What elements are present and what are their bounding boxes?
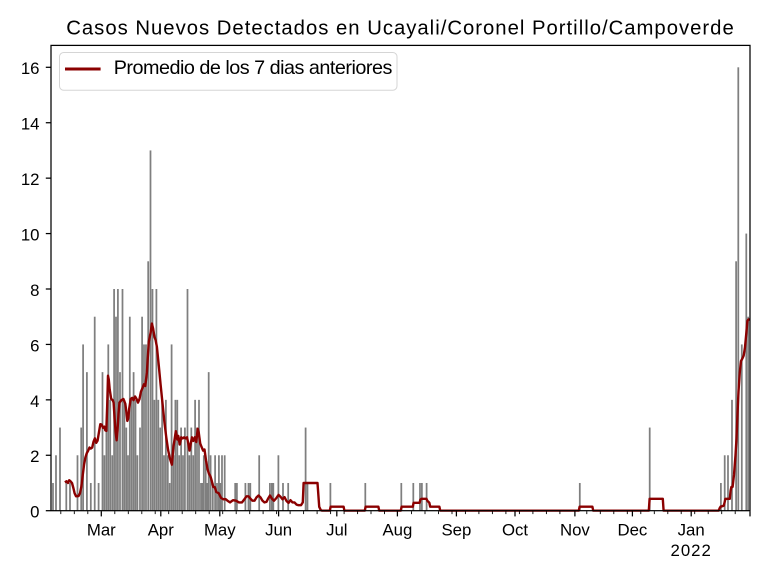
svg-text:Oct: Oct bbox=[502, 520, 528, 539]
svg-text:12: 12 bbox=[21, 170, 40, 189]
svg-text:Jul: Jul bbox=[326, 520, 347, 539]
svg-text:16: 16 bbox=[21, 59, 40, 78]
svg-text:Jan: Jan bbox=[678, 520, 705, 539]
svg-text:Jun: Jun bbox=[265, 520, 292, 539]
svg-text:Aug: Aug bbox=[382, 520, 412, 539]
svg-text:Nov: Nov bbox=[560, 520, 590, 539]
svg-text:4: 4 bbox=[30, 392, 39, 411]
svg-text:14: 14 bbox=[21, 115, 40, 134]
svg-text:6: 6 bbox=[30, 336, 39, 355]
svg-text:Mar: Mar bbox=[87, 520, 116, 539]
svg-text:8: 8 bbox=[30, 281, 39, 300]
svg-text:Sep: Sep bbox=[441, 520, 471, 539]
svg-text:May: May bbox=[204, 520, 236, 539]
svg-text:0: 0 bbox=[30, 503, 39, 522]
svg-text:2022: 2022 bbox=[671, 541, 712, 560]
svg-text:Casos Nuevos Detectados en Uca: Casos Nuevos Detectados en Ucayali/Coron… bbox=[66, 18, 734, 40]
svg-text:Dec: Dec bbox=[617, 520, 647, 539]
svg-text:Promedio de los 7 dias anterio: Promedio de los 7 dias anteriores bbox=[114, 57, 393, 79]
svg-text:10: 10 bbox=[21, 225, 40, 244]
svg-text:2: 2 bbox=[30, 447, 39, 466]
svg-text:Apr: Apr bbox=[148, 520, 175, 539]
